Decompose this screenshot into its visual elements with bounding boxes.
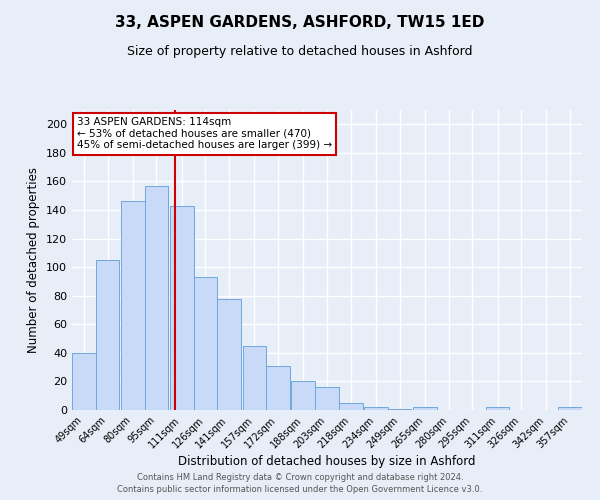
Text: 33 ASPEN GARDENS: 114sqm
← 53% of detached houses are smaller (470)
45% of semi-: 33 ASPEN GARDENS: 114sqm ← 53% of detach… (77, 117, 332, 150)
Bar (242, 346, 266, 410)
Bar (266, 366, 290, 410)
Bar (292, 382, 315, 410)
Bar (388, 408, 412, 410)
Bar (145, 186, 169, 410)
Bar (170, 206, 194, 410)
Bar (315, 387, 339, 410)
Bar (194, 277, 217, 410)
Text: Size of property relative to detached houses in Ashford: Size of property relative to detached ho… (127, 45, 473, 58)
Y-axis label: Number of detached properties: Number of detached properties (28, 167, 40, 353)
X-axis label: Distribution of detached houses by size in Ashford: Distribution of detached houses by size … (178, 456, 476, 468)
Bar (217, 298, 241, 410)
Bar (364, 407, 388, 410)
Bar (413, 407, 437, 410)
Bar (559, 407, 582, 410)
Bar (95, 260, 119, 410)
Text: 33, ASPEN GARDENS, ASHFORD, TW15 1ED: 33, ASPEN GARDENS, ASHFORD, TW15 1ED (115, 15, 485, 30)
Bar (121, 202, 145, 410)
Text: Contains public sector information licensed under the Open Government Licence v3: Contains public sector information licen… (118, 485, 482, 494)
Text: Contains HM Land Registry data © Crown copyright and database right 2024.: Contains HM Land Registry data © Crown c… (137, 474, 463, 482)
Bar (339, 403, 362, 410)
Bar (485, 407, 509, 410)
Bar (72, 353, 95, 410)
